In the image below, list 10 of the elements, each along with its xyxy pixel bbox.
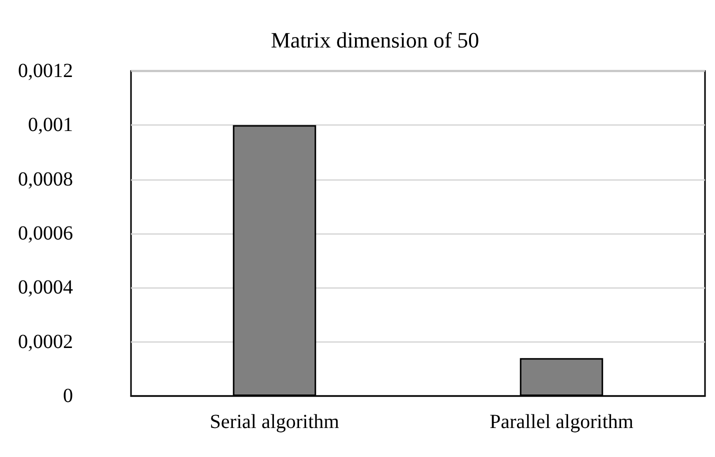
y-tick-label: 0,0008: [18, 168, 73, 190]
x-tick-label: Parallel algorithm: [490, 411, 634, 433]
y-tick-label: 0,001: [28, 114, 73, 136]
chart-title: Matrix dimension of 50: [270, 28, 480, 52]
y-tick-label: 0,0012: [18, 60, 73, 82]
y-tick-label: 0,0002: [18, 330, 73, 353]
y-tick-label: 0,0006: [18, 222, 73, 244]
y-tick-label: 0,0004: [18, 276, 73, 299]
x-tick-label: Serial algorithm: [210, 411, 340, 433]
y-tick-label: 0: [63, 385, 73, 407]
